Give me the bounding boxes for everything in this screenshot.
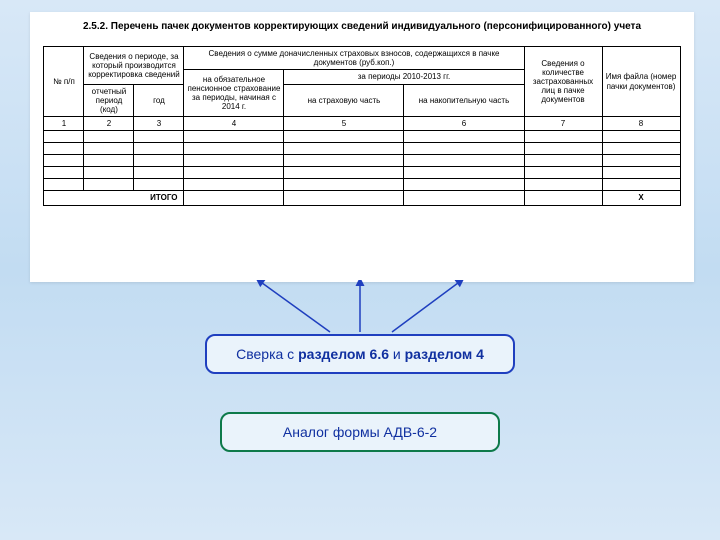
colnum: 1 bbox=[44, 117, 84, 131]
total-row: ИТОГО Х bbox=[44, 191, 680, 205]
table-row bbox=[44, 131, 680, 143]
table-row bbox=[44, 143, 680, 155]
total-label: ИТОГО bbox=[44, 191, 184, 205]
callout-text: Сверка с bbox=[236, 346, 298, 362]
callout-text: и bbox=[389, 346, 405, 362]
table-row bbox=[44, 155, 680, 167]
arrow-connectors bbox=[0, 280, 720, 340]
th-since2014: на обязательное пенсионное страхование з… bbox=[184, 70, 284, 117]
table-row bbox=[44, 167, 680, 179]
colnum: 4 bbox=[184, 117, 284, 131]
section-title: 2.5.2. Перечень пачек документов коррект… bbox=[30, 12, 694, 38]
colnum: 6 bbox=[404, 117, 524, 131]
th-2010-2013: за периоды 2010-2013 гг. bbox=[284, 70, 524, 84]
column-number-row: 1 2 3 4 5 6 7 8 bbox=[44, 117, 680, 131]
colnum: 2 bbox=[84, 117, 134, 131]
callout-text: Аналог формы АДВ-6-2 bbox=[283, 424, 437, 440]
th-count: Сведения о количестве застрахованных лиц… bbox=[524, 47, 602, 117]
colnum: 7 bbox=[524, 117, 602, 131]
table-row bbox=[44, 179, 680, 191]
document-panel: 2.5.2. Перечень пачек документов коррект… bbox=[30, 12, 694, 282]
th-sum-group: Сведения о сумме доначисленных страховых… bbox=[184, 47, 524, 70]
data-table: № п/п Сведения о периоде, за который про… bbox=[43, 46, 680, 206]
colnum: 8 bbox=[602, 117, 680, 131]
th-nakop: на накопительную часть bbox=[404, 84, 524, 117]
colnum: 5 bbox=[284, 117, 404, 131]
callout-bold: разделом 6.6 bbox=[298, 346, 389, 362]
th-year: год bbox=[134, 84, 184, 117]
total-x: Х bbox=[602, 191, 680, 205]
th-period-group: Сведения о периоде, за который производи… bbox=[84, 47, 184, 85]
th-num: № п/п bbox=[44, 47, 84, 117]
th-period-code: отчетный период (код) bbox=[84, 84, 134, 117]
callout-bold: разделом 4 bbox=[405, 346, 484, 362]
callout-reconciliation: Сверка с разделом 6.6 и разделом 4 bbox=[205, 334, 515, 374]
callout-analog: Аналог формы АДВ-6-2 bbox=[220, 412, 500, 452]
th-filename: Имя файла (номер пачки документов) bbox=[602, 47, 680, 117]
th-strah: на страховую часть bbox=[284, 84, 404, 117]
colnum: 3 bbox=[134, 117, 184, 131]
